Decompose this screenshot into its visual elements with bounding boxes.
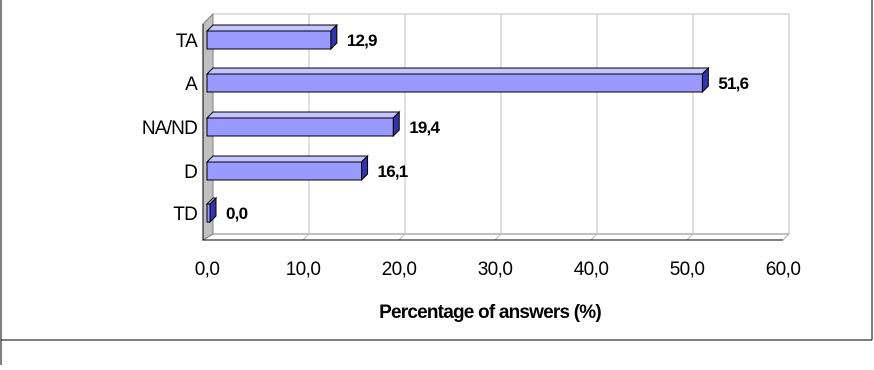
gridline-floor xyxy=(590,233,598,241)
x-axis-ticks: 0,0 10,0 20,0 30,0 40,0 50,0 60,0 xyxy=(195,239,801,280)
bar xyxy=(206,73,703,93)
bar-top xyxy=(205,155,369,163)
bar xyxy=(206,30,332,50)
x-tick-label: 60,0 xyxy=(766,259,801,280)
bars xyxy=(205,23,710,224)
bar-top xyxy=(205,67,710,75)
category-label: NA/ND xyxy=(142,118,197,139)
x-axis-title: Percentage of answers (%) xyxy=(379,302,601,323)
bar xyxy=(206,161,363,181)
bar xyxy=(206,203,211,223)
gridline-floor xyxy=(302,233,310,241)
gridline-floor xyxy=(686,233,694,241)
x-tick-label: 20,0 xyxy=(382,259,417,280)
bar-value-label: 19,4 xyxy=(409,118,440,137)
category-label: TA xyxy=(176,31,198,52)
x-tick-label: 40,0 xyxy=(574,259,609,280)
x-tick-label: 30,0 xyxy=(478,259,513,280)
bar xyxy=(206,117,394,137)
category-label: TD xyxy=(173,204,197,225)
gridline-floor xyxy=(782,233,790,241)
data-labels: 12,9 51,6 19,4 16,1 0,0 xyxy=(226,31,749,223)
category-label: A xyxy=(185,74,198,95)
bar-top xyxy=(205,111,401,119)
gridline-floor xyxy=(398,233,406,241)
category-label: D xyxy=(184,162,197,183)
x-tick-label: 0,0 xyxy=(195,259,220,280)
gridlines xyxy=(302,14,790,241)
bar-value-label: 0,0 xyxy=(226,204,248,223)
x-tick-label: 50,0 xyxy=(670,259,705,280)
gridline-floor xyxy=(494,233,502,241)
category-labels: TA A NA/ND D TD xyxy=(142,31,199,225)
bar-value-label: 16,1 xyxy=(378,162,408,181)
x-tick-label: 10,0 xyxy=(286,259,321,280)
bar-value-label: 12,9 xyxy=(347,31,377,50)
bar-top xyxy=(205,24,339,32)
bar-value-label: 51,6 xyxy=(718,74,748,93)
